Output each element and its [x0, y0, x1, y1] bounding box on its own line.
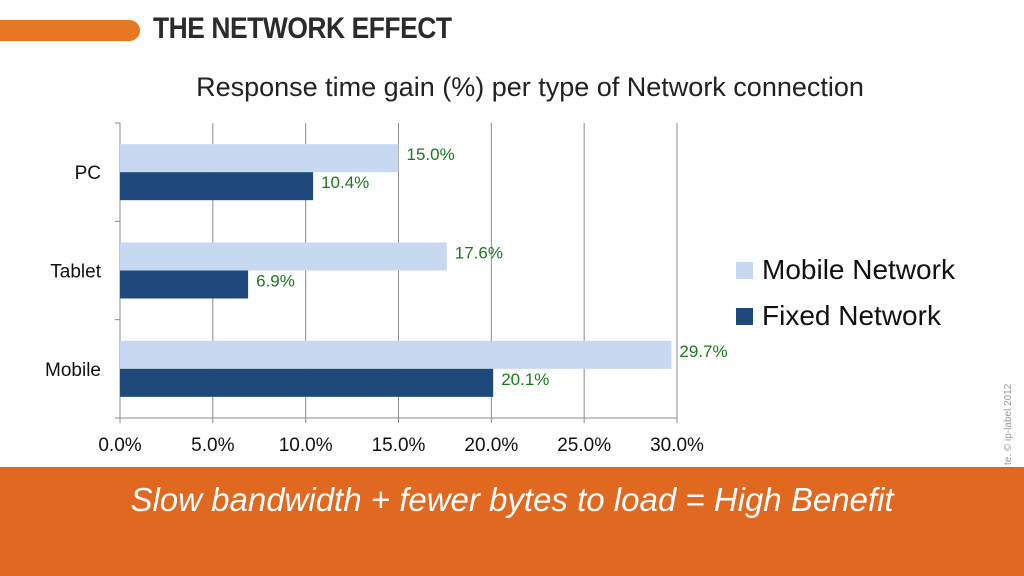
x-tick-label-5: 25.0%	[557, 435, 611, 456]
legend-label-fixed-network: Fixed Network	[762, 300, 941, 331]
x-tick-label-2: 10.0%	[279, 435, 333, 456]
bar-tablet-fixed-network	[120, 270, 249, 299]
legend-swatch-fixed-network	[736, 307, 753, 325]
accent-bar	[0, 20, 140, 41]
data-label-tablet-fixed-network: 6.9%	[256, 272, 295, 291]
data-label-mobile-mobile-network: 29.7%	[679, 342, 727, 361]
category-label-pc: PC	[75, 163, 101, 184]
category-label-tablet: Tablet	[50, 262, 101, 283]
chart-legend: Mobile Network Fixed Network	[736, 247, 955, 339]
bar-pc-mobile-network	[120, 144, 399, 173]
copyright-watermark: te. © ip-label 2012	[1003, 383, 1014, 465]
data-label-mobile-fixed-network: 20.1%	[501, 370, 549, 389]
banner-text: Slow bandwidth + fewer bytes to load = H…	[130, 481, 894, 518]
legend-item-fixed-network: Fixed Network	[736, 293, 955, 339]
x-tick-label-6: 30.0%	[650, 435, 704, 456]
bar-chart: 0.0% 5.0% 10.0% 15.0% 20.0% 25.0% 30.0% PC 15.0%…	[45, 122, 728, 456]
data-label-pc-mobile-network: 15.0%	[407, 145, 455, 164]
bar-tablet-mobile-network	[120, 242, 447, 271]
bar-pc-fixed-network	[120, 172, 314, 201]
data-label-tablet-mobile-network: 17.6%	[455, 244, 503, 263]
category-label-mobile: Mobile	[45, 360, 101, 381]
bottom-banner: Slow bandwidth + fewer bytes to load = H…	[0, 467, 1024, 576]
chart-title: Response time gain (%) per type of Netwo…	[196, 72, 864, 102]
x-tick-label-3: 15.0%	[372, 435, 426, 456]
bar-mobile-mobile-network	[120, 340, 672, 369]
data-label-pc-fixed-network: 10.4%	[321, 173, 369, 192]
x-tick-label-4: 20.0%	[464, 435, 518, 456]
x-tick-label-1: 5.0%	[191, 435, 234, 456]
legend-label-mobile-network: Mobile Network	[762, 254, 955, 285]
legend-item-mobile-network: Mobile Network	[736, 247, 955, 293]
legend-swatch-mobile-network	[736, 261, 753, 279]
slide-title: THE NETWORK EFFECT	[153, 12, 452, 45]
x-tick-label-0: 0.0%	[98, 435, 141, 456]
bar-mobile-fixed-network	[120, 368, 494, 397]
